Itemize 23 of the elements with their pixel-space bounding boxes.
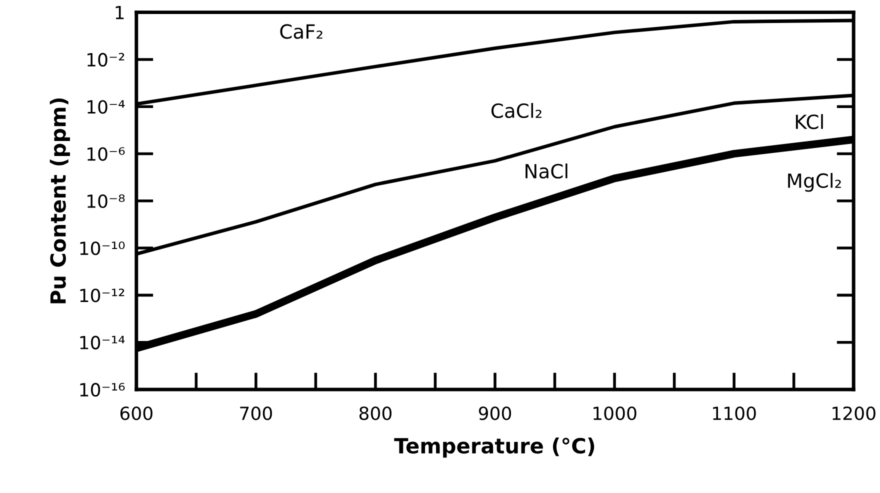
annotation: KCl — [796, 114, 823, 130]
y-tick-label: 10⁻⁴ — [88, 100, 125, 114]
y-tick-label: 10⁻¹⁰ — [80, 242, 125, 256]
x-tick-label: 1000 — [594, 406, 636, 420]
y-tick-label: 10⁻¹² — [80, 288, 124, 302]
y-tick-label: 1 — [116, 6, 124, 20]
y-tick-label: 10⁻⁶ — [88, 147, 125, 161]
y-axis-title: Pu Content (ppm) — [50, 98, 70, 304]
x-tick-label: 900 — [478, 406, 512, 420]
y-tick-label: 10⁻² — [88, 52, 124, 67]
x-axis-title: Temperature (°C) — [394, 438, 594, 458]
x-tick-label: 1100 — [713, 406, 756, 420]
y-tick-label: 10⁻⁸ — [88, 194, 125, 208]
x-tick-label: 600 — [120, 406, 152, 420]
x-tick-label: 700 — [240, 406, 272, 420]
annotation: MgCl₂ — [788, 172, 841, 192]
annotation: NaCl — [526, 163, 568, 179]
annotation: CaF₂ — [280, 24, 322, 39]
y-tick-label: 10⁻¹⁶ — [80, 382, 125, 397]
annotation: CaCl₂ — [491, 103, 542, 118]
y-tick-label: 10⁻¹⁴ — [80, 336, 125, 350]
x-tick-label: 800 — [359, 406, 392, 420]
x-tick-label: 1200 — [832, 406, 876, 420]
